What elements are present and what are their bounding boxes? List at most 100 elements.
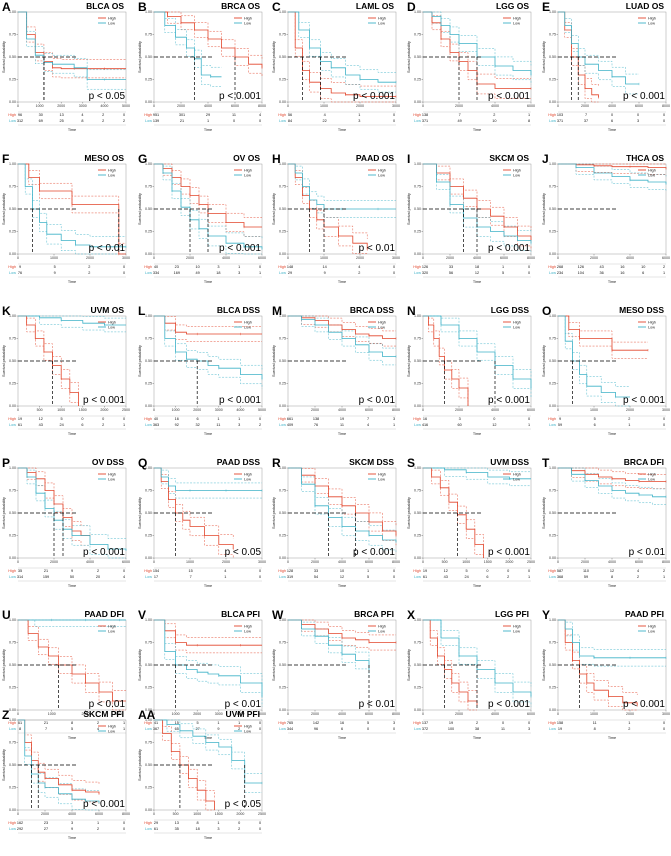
x-tick-label: 4000: [491, 408, 499, 412]
x-tick-label: 3000: [122, 256, 130, 260]
km-curve-low: [288, 619, 370, 670]
risk-count: 9: [217, 727, 219, 731]
p-value: p < 0.01: [359, 395, 396, 406]
risk-count: 371: [422, 119, 428, 123]
x-tick-label: 0: [153, 256, 155, 260]
risk-count: 0: [123, 265, 125, 269]
x-tick-label: 0: [17, 712, 19, 716]
risk-count: 0: [233, 119, 235, 123]
km-curve-low: [558, 163, 667, 184]
risk-count: 3: [217, 265, 219, 269]
ci-band-low-upper: [423, 467, 531, 473]
km-panel-a: A BLCA OS 0.00 0.25 0.50 0.75 1.00 Survival pro…: [2, 0, 130, 132]
x-tick-label: 4000: [491, 104, 499, 108]
ci-band-high-upper: [423, 619, 478, 695]
ci-band-low-lower: [154, 315, 263, 389]
p-value: p < 0.001: [219, 243, 261, 254]
ci-band-high-lower: [154, 467, 234, 558]
ci-band-low-upper: [423, 11, 532, 66]
x-tick-label: 1000: [57, 408, 65, 412]
x-axis-label: Time: [608, 736, 616, 740]
ci-band-low-lower: [288, 467, 397, 552]
panel-title: PAAD OS: [356, 153, 394, 163]
risk-count: 23: [175, 265, 179, 269]
risk-count: 0: [663, 113, 665, 117]
risk-row-label: Low: [145, 119, 152, 123]
risk-count: 5: [71, 727, 73, 731]
y-tick-label: 0.25: [145, 78, 152, 82]
y-tick-label: 1.00: [145, 162, 152, 166]
y-tick-label: 0.50: [549, 55, 556, 59]
risk-count: 0: [259, 119, 261, 123]
risk-row-label: High: [8, 113, 16, 117]
risk-count: 1: [663, 271, 665, 275]
y-tick-label: 1.00: [414, 10, 421, 14]
risk-count: 9: [559, 417, 561, 421]
risk-row-label: Low: [145, 423, 152, 427]
risk-count: 1: [217, 417, 219, 421]
x-tick-label: 6000: [527, 712, 535, 716]
km-curve-high: [154, 163, 262, 228]
risk-count: 1: [367, 569, 369, 573]
risk-count: 0: [259, 721, 261, 725]
km-panel-x: X LGG PFI 0.00 0.25 0.50 0.75 1.00 Survival pro…: [407, 608, 535, 740]
km-panel-s: S UVM DSS 0.00 0.25 0.50 0.75 1.00 Survival pro…: [407, 456, 535, 588]
y-tick-label: 0.00: [549, 404, 556, 408]
y-tick-label: 0.50: [145, 511, 152, 515]
y-tick-label: 1.00: [414, 162, 421, 166]
panel-title: LGG PFI: [495, 609, 529, 619]
km-curve-high: [288, 11, 396, 97]
risk-count: 61: [18, 721, 22, 725]
y-axis-label: Survival probability: [407, 345, 411, 377]
x-tick-label: 500: [442, 560, 448, 564]
x-tick-label: 8000: [122, 812, 130, 816]
y-tick-label: 0.75: [9, 741, 16, 745]
y-axis-label: Survival probability: [407, 41, 411, 73]
y-axis-label: Survival probability: [542, 497, 546, 529]
risk-count: 314: [17, 575, 23, 579]
y-tick-label: 0.75: [145, 741, 152, 745]
risk-count: 126: [578, 265, 584, 269]
legend-label-low: Low: [378, 21, 385, 25]
km-curve-high: [558, 619, 638, 706]
x-tick-label: 5000: [258, 408, 266, 412]
risk-count: 15: [189, 569, 193, 573]
risk-count: 0: [393, 271, 395, 275]
km-curve-low: [423, 315, 532, 388]
risk-count: 0: [123, 417, 125, 421]
risk-count: 0: [259, 569, 261, 573]
y-axis-label: Survival probability: [272, 497, 276, 529]
ci-band-high-lower: [288, 163, 368, 254]
x-tick-label: 8000: [392, 560, 400, 564]
risk-count: 12: [444, 569, 448, 573]
risk-count: 1: [207, 119, 209, 123]
risk-count: 2: [637, 575, 639, 579]
risk-row-label: High: [413, 417, 421, 421]
risk-count: 17: [154, 575, 158, 579]
y-tick-label: 0.00: [279, 556, 286, 560]
risk-count: 1: [123, 721, 125, 725]
km-curve-high: [558, 315, 648, 351]
y-tick-label: 1.00: [9, 466, 16, 470]
y-tick-label: 0.25: [549, 78, 556, 82]
x-tick-label: 6000: [365, 560, 373, 564]
km-curve-low: [288, 11, 396, 83]
y-axis-label: Survival probability: [407, 193, 411, 225]
risk-count: 65: [175, 727, 179, 731]
y-axis-label: Survival probability: [407, 497, 411, 529]
y-tick-label: 0.25: [145, 382, 152, 386]
panel-title: LUAD OS: [626, 1, 665, 11]
km-panel-m: M BRCA DSS 0.00 0.25 0.50 0.75 1.00 Survival pr…: [272, 304, 400, 436]
legend-label-high: High: [513, 16, 521, 20]
ci-band-high-lower: [423, 619, 477, 711]
y-tick-label: 0.00: [9, 100, 16, 104]
x-tick-label: 2000: [590, 256, 598, 260]
risk-row-label: Low: [549, 119, 556, 123]
risk-count: 2: [97, 569, 99, 573]
ci-band-low-lower: [18, 11, 126, 90]
y-tick-label: 0.50: [549, 663, 556, 667]
y-tick-label: 0.75: [279, 337, 286, 341]
risk-count: 268: [557, 265, 563, 269]
x-tick-label: 2000: [41, 812, 49, 816]
y-tick-label: 0.50: [145, 359, 152, 363]
